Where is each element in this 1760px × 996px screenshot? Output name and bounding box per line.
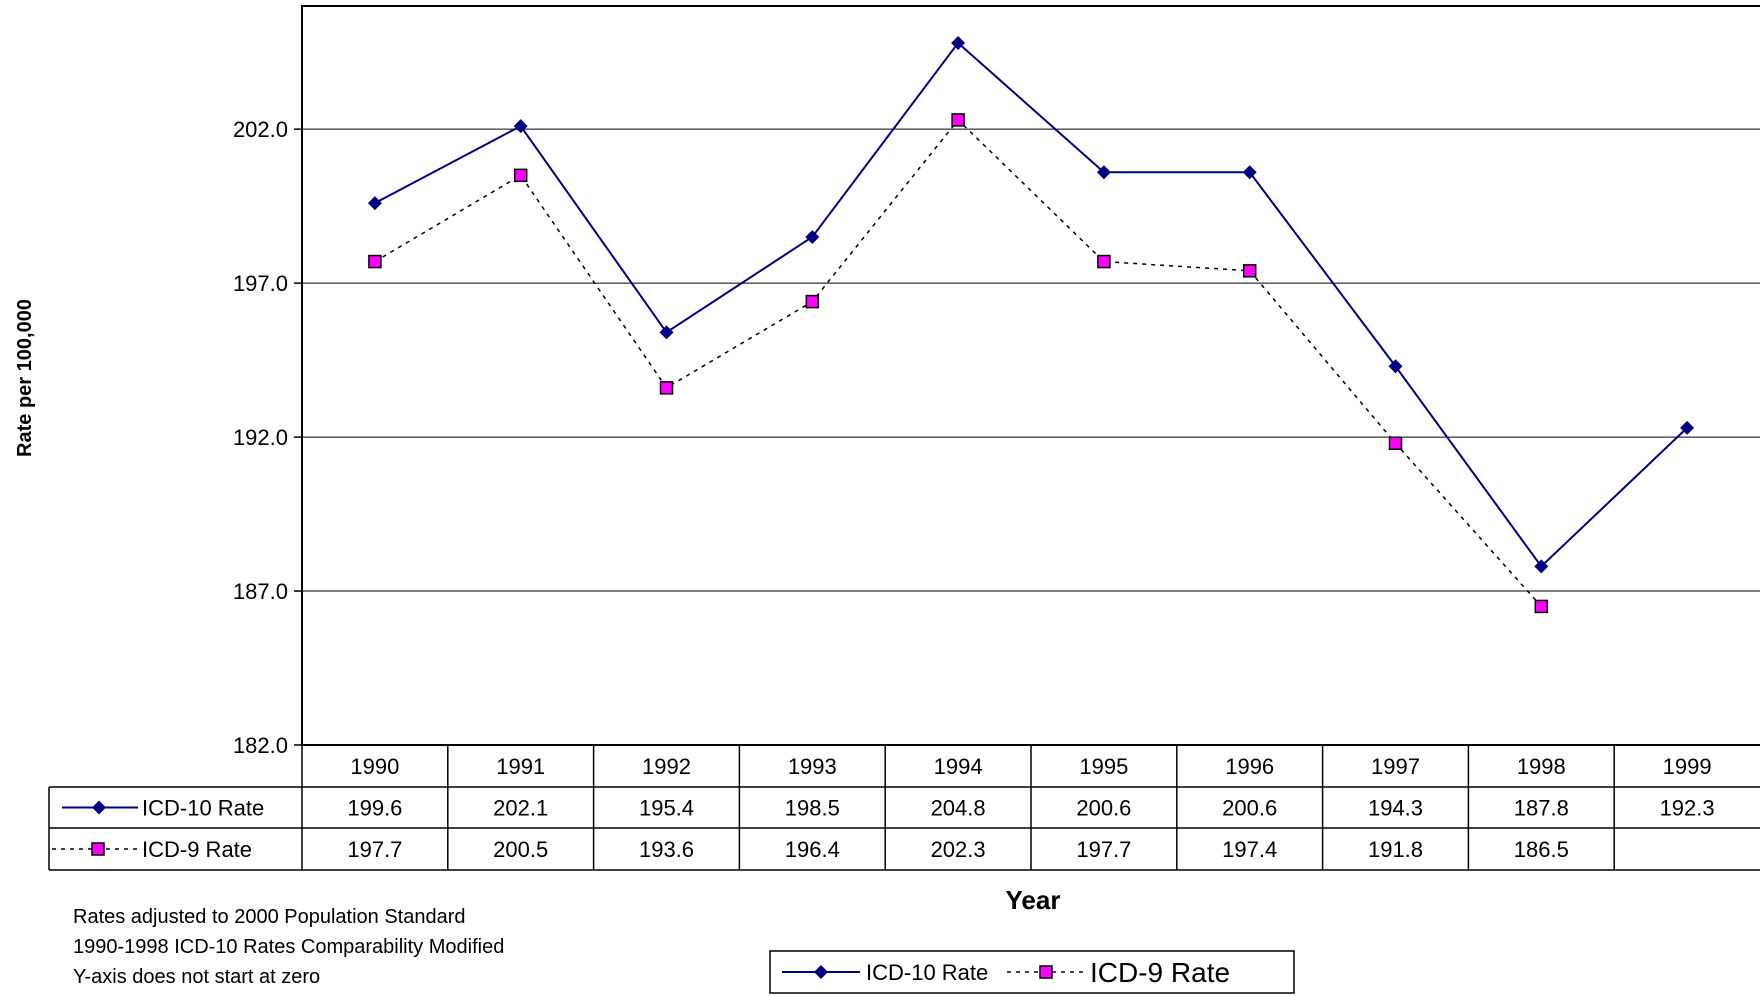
y-tick-label: 202.0 — [233, 117, 288, 142]
icd10-data-label: 204.8 — [931, 796, 986, 821]
icd10-point — [1680, 420, 1695, 435]
x-tick-label: 1998 — [1517, 754, 1566, 779]
icd9-data-label: 191.8 — [1368, 837, 1423, 862]
x-tick-label: 1990 — [350, 754, 399, 779]
gridlines — [302, 128, 1760, 592]
icd9-point — [368, 254, 382, 269]
note-yaxis: Y-axis does not start at zero — [73, 966, 321, 988]
icd9-data-label: 197.7 — [1076, 837, 1131, 862]
y-tick-label: 187.0 — [233, 579, 288, 604]
icd9-point — [513, 168, 528, 183]
note-standard: Rates adjusted to 2000 Population Standa… — [73, 906, 466, 928]
plot-area-frame — [301, 5, 1760, 746]
icd9-point — [1242, 264, 1257, 278]
icd10-data-label: 187.8 — [1514, 796, 1569, 821]
icd10-data-label: 192.3 — [1660, 796, 1715, 821]
icd9-point — [1388, 436, 1403, 450]
icd9-series-line — [374, 118, 1542, 607]
note-comparability: 1990-1998 ICD-10 Rates Comparability Mod… — [73, 936, 505, 958]
icd9-data-label: 186.5 — [1514, 837, 1569, 862]
icd10-data-label: 200.6 — [1076, 796, 1131, 821]
x-tick-label: 1999 — [1663, 754, 1712, 779]
icd10-point — [367, 196, 382, 211]
legend-icd10-label: ICD-10 Rate — [866, 960, 988, 985]
icd9-data-label: 197.7 — [347, 837, 402, 862]
icd9-row-label: ICD-9 Rate — [142, 837, 252, 862]
icd10-point — [1242, 165, 1257, 180]
legend: ICD-10 Rate ICD-9 Rate — [769, 950, 1295, 994]
x-axis-title: Year — [1006, 885, 1061, 915]
x-tick-label: 1993 — [788, 754, 837, 779]
icd9-data-label: 197.4 — [1222, 837, 1277, 862]
x-tick-label: 1997 — [1371, 754, 1420, 779]
icd9-point — [659, 381, 674, 395]
icd10-data-label: 194.3 — [1368, 796, 1423, 821]
y-tick-label: 192.0 — [233, 425, 288, 450]
icd10-point — [951, 35, 966, 50]
y-axis-ticks: 182.0 187.0 192.0 197.0 202.0 — [233, 117, 302, 758]
legend-icd9-marker — [1039, 965, 1053, 979]
icd9-row-key-marker — [91, 842, 105, 856]
icd10-series-line — [374, 41, 1688, 568]
x-tick-label: 1995 — [1079, 754, 1128, 779]
icd10-data-label: 202.1 — [493, 796, 548, 821]
icd10-data-label: 200.6 — [1222, 796, 1277, 821]
icd10-point — [1096, 165, 1111, 180]
icd9-data-label: 193.6 — [639, 837, 694, 862]
icd9-point — [951, 113, 965, 127]
icd10-point — [1388, 359, 1403, 374]
legend-icd9-label: ICD-9 Rate — [1090, 957, 1230, 988]
icd9-point — [1097, 254, 1111, 269]
data-table: 1990 199.6 197.7 1991 202.1 200.5 1992 195.4 193… — [48, 745, 1760, 871]
icd9-data-label: 196.4 — [785, 837, 840, 862]
y-axis-title: Rate per 100,000 — [14, 299, 36, 457]
icd10-point — [513, 119, 528, 134]
legend-icd10-marker — [814, 965, 828, 979]
x-tick-label: 1996 — [1225, 754, 1274, 779]
x-tick-label: 1994 — [934, 754, 983, 779]
series-markers — [367, 35, 1695, 614]
icd10-data-label: 198.5 — [785, 796, 840, 821]
icd9-data-label: 202.3 — [931, 837, 986, 862]
series-lines — [374, 41, 1688, 607]
icd9-point — [805, 294, 820, 309]
icd10-point — [1534, 559, 1549, 574]
icd9-data-label: 200.5 — [493, 837, 548, 862]
y-tick-label: 197.0 — [233, 271, 288, 296]
icd9-point — [1534, 599, 1549, 614]
x-tick-label: 1991 — [496, 754, 545, 779]
x-tick-label: 1992 — [642, 754, 691, 779]
icd10-data-label: 199.6 — [347, 796, 402, 821]
icd10-row-key-marker — [92, 800, 106, 815]
icd10-row-label: ICD-10 Rate — [142, 796, 264, 821]
icd10-point — [659, 325, 674, 340]
icd10-point — [805, 229, 820, 244]
icd10-data-label: 195.4 — [639, 796, 694, 821]
y-tick-label: 182.0 — [233, 733, 288, 758]
